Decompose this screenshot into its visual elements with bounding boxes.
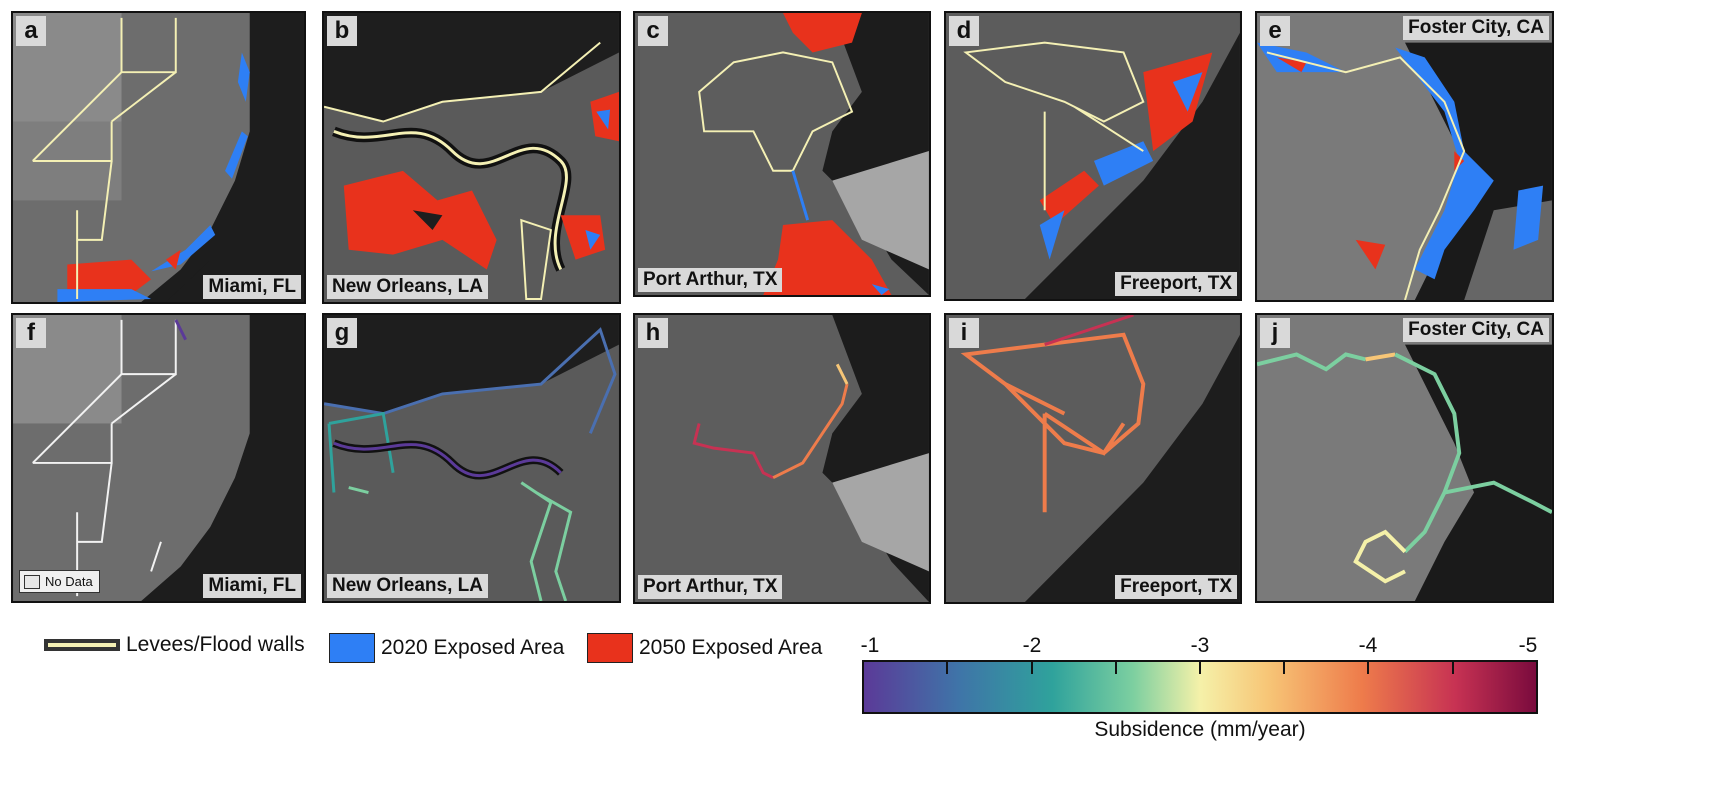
colorbar-tick-label: -5 (1518, 634, 1538, 657)
colorbar-tick (946, 660, 948, 674)
map-port-arthur-subsidence (635, 315, 929, 602)
colorbar-tick (1115, 660, 1117, 674)
colorbar-title: Subsidence (mm/year) (1094, 718, 1306, 741)
colorbar-tick (1283, 660, 1285, 674)
panel-letter: f (16, 318, 46, 348)
colorbar-tick-label: -3 (1190, 634, 1210, 657)
legend-label: 2020 Exposed Area (381, 636, 565, 659)
colorbar-tick-label: -1 (860, 634, 880, 657)
panel-j: j Foster City, CA (1255, 313, 1554, 603)
colorbar-tick (1199, 660, 1201, 674)
panel-letter: h (638, 318, 668, 348)
location-label: Freeport, TX (1115, 272, 1237, 296)
exposed-2020-swatch (329, 633, 375, 663)
map-new-orleans-subsidence (324, 315, 619, 601)
panel-i: i Freeport, TX (944, 313, 1242, 604)
panel-letter: i (949, 318, 979, 348)
panel-a: a Miami, FL (11, 11, 306, 304)
location-label: Port Arthur, TX (638, 575, 783, 599)
colorbar-tick-label: -4 (1358, 634, 1378, 657)
map-foster-city-subsidence (1257, 315, 1552, 601)
panel-letter: a (16, 16, 46, 46)
location-label: Miami, FL (203, 574, 301, 598)
location-label: Foster City, CA (1403, 16, 1549, 40)
panel-letter: c (638, 16, 668, 46)
no-data-legend: No Data (19, 570, 100, 593)
panel-b: b New Orleans, LA (322, 11, 621, 304)
panel-letter: j (1260, 318, 1290, 348)
legend-label: Levees/Flood walls (126, 633, 305, 656)
location-label: Freeport, TX (1115, 575, 1237, 599)
legend-label: 2050 Exposed Area (639, 636, 823, 659)
panel-letter: d (949, 16, 979, 46)
panel-e: e Foster City, CA (1255, 11, 1554, 302)
map-miami-subsidence (13, 315, 304, 601)
panel-h: h Port Arthur, TX (633, 313, 931, 604)
panel-letter: b (327, 16, 357, 46)
panel-g: g New Orleans, LA (322, 313, 621, 603)
location-label: New Orleans, LA (327, 574, 488, 598)
map-freeport-exposure (946, 13, 1240, 299)
legend-2050: 2050 Exposed Area (587, 633, 822, 663)
legend-levees: Levees/Flood walls (44, 633, 305, 657)
location-label: New Orleans, LA (327, 275, 488, 299)
legend-2020: 2020 Exposed Area (329, 633, 564, 663)
exposed-2050-swatch (587, 633, 633, 663)
map-freeport-subsidence (946, 315, 1240, 602)
location-label: Port Arthur, TX (638, 268, 783, 292)
map-new-orleans-exposure (324, 13, 619, 302)
colorbar-tick (1452, 660, 1454, 674)
subsidence-colorbar: -1 -2 -3 -4 -5 Subsidence (mm/year) (860, 634, 1538, 744)
colorbar-tick (1031, 660, 1033, 674)
map-port-arthur-exposure (635, 13, 929, 295)
panel-letter: e (1260, 16, 1290, 46)
colorbar-tick-label: -2 (1022, 634, 1042, 657)
map-foster-city-exposure (1257, 13, 1552, 300)
panel-f: f No Data Miami, FL (11, 313, 306, 603)
colorbar-tick (1367, 660, 1369, 674)
panel-letter: g (327, 318, 357, 348)
panel-c: c Port Arthur, TX (633, 11, 931, 297)
map-miami-exposure (13, 13, 304, 302)
levee-swatch (44, 639, 120, 651)
no-data-swatch (24, 574, 40, 589)
panel-d: d Freeport, TX (944, 11, 1242, 301)
location-label: Foster City, CA (1403, 318, 1549, 342)
no-data-label: No Data (45, 574, 93, 589)
location-label: Miami, FL (203, 275, 301, 299)
